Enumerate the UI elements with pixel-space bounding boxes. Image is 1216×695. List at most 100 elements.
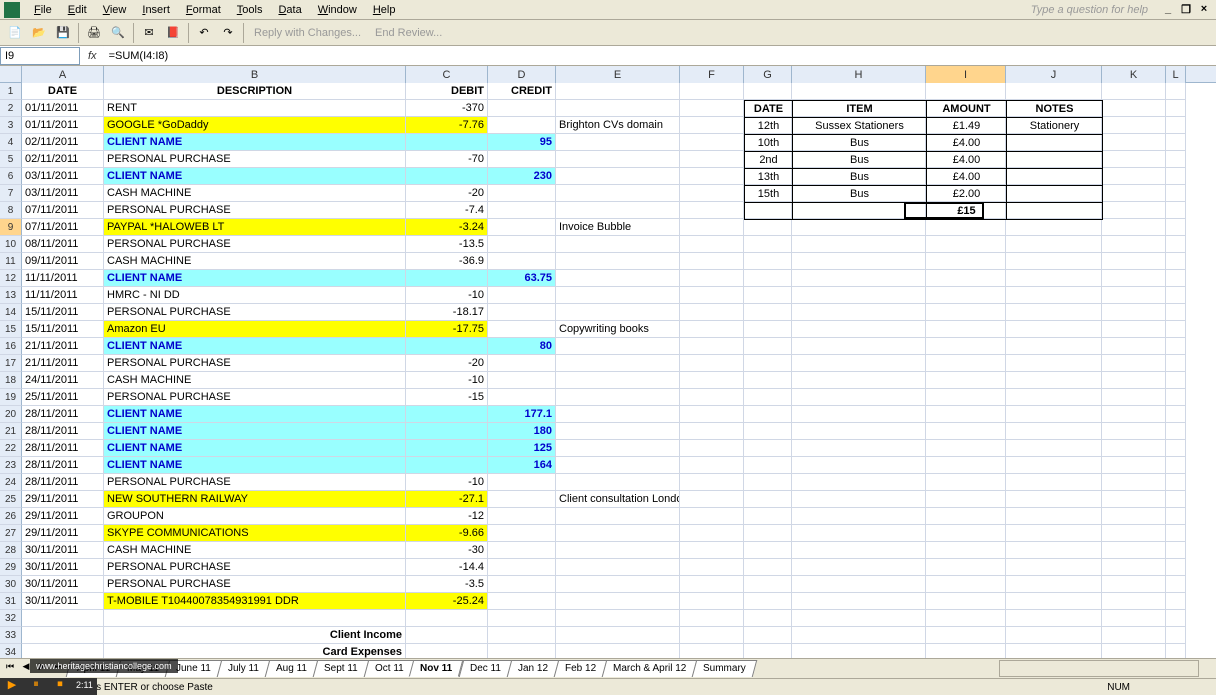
- side-td[interactable]: 13th: [745, 169, 793, 186]
- cell[interactable]: [1006, 491, 1102, 508]
- cell[interactable]: [744, 389, 792, 406]
- cell-date[interactable]: 01/11/2011: [22, 100, 104, 117]
- sheet-tab-summary[interactable]: Summary: [692, 660, 757, 677]
- cell[interactable]: [680, 253, 744, 270]
- cell-debit[interactable]: [406, 270, 488, 287]
- cell-date[interactable]: 30/11/2011: [22, 576, 104, 593]
- row-header-22[interactable]: 22: [0, 440, 22, 457]
- cell[interactable]: [744, 542, 792, 559]
- cell[interactable]: [1006, 440, 1102, 457]
- cell[interactable]: [1102, 525, 1166, 542]
- cell[interactable]: [1102, 151, 1166, 168]
- cell[interactable]: [1166, 83, 1186, 100]
- row-header-16[interactable]: 16: [0, 338, 22, 355]
- cell[interactable]: [926, 474, 1006, 491]
- cell-desc[interactable]: T-MOBILE T10440078354931991 DDR: [104, 593, 406, 610]
- cell[interactable]: [1102, 627, 1166, 644]
- cell-desc[interactable]: CLIENT NAME: [104, 440, 406, 457]
- cell[interactable]: [1166, 304, 1186, 321]
- cell[interactable]: [926, 457, 1006, 474]
- cell[interactable]: [1006, 576, 1102, 593]
- cell[interactable]: [680, 372, 744, 389]
- cell[interactable]: [926, 491, 1006, 508]
- header-credit[interactable]: CREDIT: [488, 83, 556, 100]
- cell[interactable]: [680, 202, 744, 219]
- cell-date[interactable]: 02/11/2011: [22, 134, 104, 151]
- cell[interactable]: [792, 559, 926, 576]
- cell-credit[interactable]: [488, 202, 556, 219]
- cell[interactable]: [1102, 559, 1166, 576]
- cell-date[interactable]: 02/11/2011: [22, 151, 104, 168]
- sheet-tab-march-&-april-12[interactable]: March & April 12: [602, 660, 698, 677]
- cell-desc[interactable]: PERSONAL PURCHASE: [104, 559, 406, 576]
- cell[interactable]: [1006, 219, 1102, 236]
- cell-credit[interactable]: [488, 287, 556, 304]
- cell[interactable]: [556, 627, 680, 644]
- cell-date[interactable]: 07/11/2011: [22, 202, 104, 219]
- cell-credit[interactable]: [488, 542, 556, 559]
- cell-credit[interactable]: 63.75: [488, 270, 556, 287]
- cell[interactable]: [1166, 474, 1186, 491]
- cell[interactable]: [1166, 542, 1186, 559]
- cell[interactable]: [1166, 270, 1186, 287]
- cell[interactable]: [1166, 491, 1186, 508]
- cell[interactable]: [680, 474, 744, 491]
- cell[interactable]: [22, 627, 104, 644]
- row-header-17[interactable]: 17: [0, 355, 22, 372]
- cell[interactable]: [1006, 253, 1102, 270]
- cell[interactable]: [792, 287, 926, 304]
- cell-note[interactable]: [556, 236, 680, 253]
- cell[interactable]: [1006, 457, 1102, 474]
- cell-credit[interactable]: [488, 253, 556, 270]
- cell-desc[interactable]: CASH MACHINE: [104, 185, 406, 202]
- cell[interactable]: [1166, 117, 1186, 134]
- row-header-30[interactable]: 30: [0, 576, 22, 593]
- cell-note[interactable]: [556, 559, 680, 576]
- cell[interactable]: [792, 610, 926, 627]
- cell[interactable]: [1166, 168, 1186, 185]
- cell[interactable]: [1102, 508, 1166, 525]
- row-header-20[interactable]: 20: [0, 406, 22, 423]
- cell[interactable]: [1102, 338, 1166, 355]
- cell[interactable]: [1166, 389, 1186, 406]
- cell[interactable]: [1102, 321, 1166, 338]
- cell-desc[interactable]: PERSONAL PURCHASE: [104, 304, 406, 321]
- cell[interactable]: [1102, 202, 1166, 219]
- cell[interactable]: [1102, 168, 1166, 185]
- cell-date[interactable]: 30/11/2011: [22, 559, 104, 576]
- cell-note[interactable]: [556, 168, 680, 185]
- cell[interactable]: [22, 610, 104, 627]
- cell[interactable]: [1102, 593, 1166, 610]
- cell-date[interactable]: 07/11/2011: [22, 219, 104, 236]
- cell-note[interactable]: [556, 185, 680, 202]
- menu-format[interactable]: Format: [178, 2, 229, 18]
- cell-date[interactable]: 28/11/2011: [22, 423, 104, 440]
- cell[interactable]: [1006, 423, 1102, 440]
- cell-desc[interactable]: HMRC - NI DD: [104, 287, 406, 304]
- cell-debit[interactable]: [406, 406, 488, 423]
- cell-desc[interactable]: CLIENT NAME: [104, 134, 406, 151]
- cell[interactable]: [744, 627, 792, 644]
- cell-desc[interactable]: CLIENT NAME: [104, 338, 406, 355]
- cell[interactable]: [744, 440, 792, 457]
- cell[interactable]: [406, 610, 488, 627]
- row-header-24[interactable]: 24: [0, 474, 22, 491]
- cell-debit[interactable]: -70: [406, 151, 488, 168]
- cell-credit[interactable]: [488, 576, 556, 593]
- tab-first-icon[interactable]: ⏮: [2, 661, 18, 677]
- cell[interactable]: [1166, 134, 1186, 151]
- cell[interactable]: [680, 457, 744, 474]
- play-icon[interactable]: ▶: [0, 678, 24, 695]
- cell[interactable]: [1166, 457, 1186, 474]
- cell[interactable]: [1006, 321, 1102, 338]
- cell-note[interactable]: [556, 406, 680, 423]
- cell[interactable]: [680, 151, 744, 168]
- cell[interactable]: [1006, 389, 1102, 406]
- cell[interactable]: [1006, 355, 1102, 372]
- row-header-31[interactable]: 31: [0, 593, 22, 610]
- cell[interactable]: [792, 372, 926, 389]
- cell[interactable]: [926, 525, 1006, 542]
- cell-credit[interactable]: [488, 100, 556, 117]
- row-header-18[interactable]: 18: [0, 372, 22, 389]
- cell-date[interactable]: 15/11/2011: [22, 304, 104, 321]
